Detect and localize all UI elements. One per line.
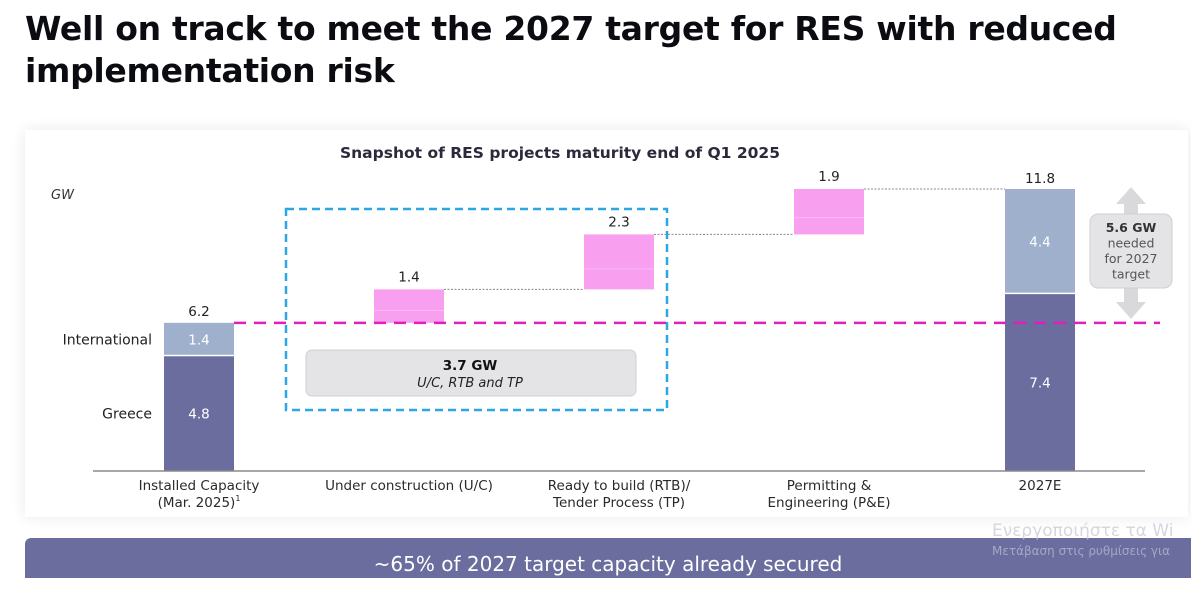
x-tick-label-0-line-0: Installed Capacity — [139, 478, 260, 494]
x-tick-label-2-line-0: Ready to build (RTB)/ — [548, 478, 691, 494]
needed-callout-line-2: for 2027 — [1105, 251, 1158, 266]
needed-callout-line-1: needed — [1108, 236, 1155, 251]
arrow-up-icon — [1116, 187, 1146, 224]
x-tick-label-1-line-0: Under construction (U/C) — [325, 478, 493, 494]
bar-rtb — [584, 234, 654, 290]
watermark-line-1: Ενεργοποιήστε τα Wi — [992, 521, 1174, 541]
data-label-2027e-total: 11.8 — [1025, 171, 1055, 187]
data-label-pe: 1.9 — [818, 169, 839, 185]
bar-2027e-needed — [1005, 188, 1075, 293]
data-label-installed-international: 1.4 — [188, 333, 209, 349]
x-tick-label-3-line-0: Permitting & — [787, 478, 872, 494]
summary-banner: ~65% of 2027 target capacity already sec… — [25, 538, 1191, 578]
secured-projects-highlight-box — [284, 207, 669, 412]
data-label-installed-total: 6.2 — [188, 304, 209, 320]
x-tick-label-3-line-1: Engineering (P&E) — [767, 495, 890, 511]
footnote-marker: 1 — [235, 494, 240, 503]
data-label-2027e-lower: 7.4 — [1029, 376, 1050, 392]
bar-pe — [794, 188, 864, 235]
page-headline: Well on track to meet the 2027 target fo… — [25, 9, 1117, 90]
series-label-international: International — [63, 333, 152, 349]
needed-callout-line-0: 5.6 GW — [1106, 220, 1157, 235]
series-label-greece: Greece — [102, 407, 152, 423]
arrow-down-icon — [1116, 284, 1146, 319]
y-axis-unit-label: GW — [51, 188, 75, 203]
bar-installed-greece — [164, 356, 234, 471]
x-tick-label-0-line-1: (Mar. 2025)1 — [158, 494, 241, 511]
needed-callout-box — [1089, 213, 1173, 289]
chart-card: Snapshot of RES projects maturity end of… — [25, 130, 1188, 517]
x-tick-label-2-line-1: Tender Process (TP) — [552, 495, 685, 511]
needed-callout-line-3: target — [1112, 267, 1150, 282]
bar-installed-international — [164, 322, 234, 355]
x-tick-label-4-line-0: 2027E — [1019, 478, 1062, 494]
bar-uc — [374, 289, 444, 323]
secured-callout-title: 3.7 GW — [443, 358, 498, 374]
chart-title: Snapshot of RES projects maturity end of… — [340, 144, 780, 162]
data-label-installed-greece: 4.8 — [188, 407, 209, 423]
waterfall-chart: Snapshot of RES projects maturity end of… — [51, 144, 1173, 511]
secured-callout-subtitle: U/C, RTB and TP — [417, 376, 523, 391]
windows-activation-watermark: Ενεργοποιήστε τα Wi Μετάβαση στις ρυθμίσ… — [992, 520, 1173, 560]
secured-callout-box — [305, 349, 637, 397]
data-label-uc: 1.4 — [398, 269, 419, 285]
data-label-rtb: 2.3 — [608, 214, 629, 230]
watermark-line-2: Μετάβαση στις ρυθμίσεις για — [992, 544, 1170, 558]
data-label-2027e-upper: 4.4 — [1029, 235, 1050, 251]
